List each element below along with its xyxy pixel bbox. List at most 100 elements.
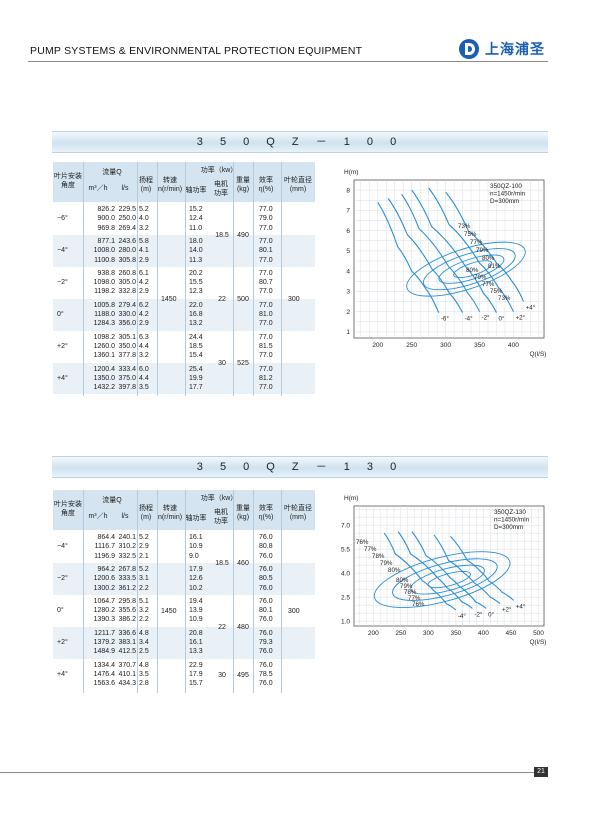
chart-svg: 200 250 300 350 400 450 500 1.0 2.5 4.0 5.5 7.0 H(m)… (341, 495, 547, 646)
efficiency-label: 73% (458, 223, 471, 230)
cell-flow-m3h: 864.4 (97, 534, 115, 541)
cell-efficiency: 76.0 (259, 565, 273, 573)
company-logo: 上海浦圣 (458, 38, 568, 60)
x-tick-label: 450 (506, 630, 517, 637)
chart-svg: 200 250 300 350 400 1 2 3 4 5 6 7 8 H(m) Q(l/S) 350QZ-1… (344, 169, 547, 358)
y-tick-label: 4.0 (341, 570, 350, 577)
cell-efficiency: 77.0 (259, 237, 273, 245)
cell-shaft-power: 12.6 (189, 575, 203, 583)
cell-flow-m3h: 1379.2 (93, 639, 115, 646)
cell-flow-m3h: 1008.0 (93, 247, 115, 255)
header-divider (28, 61, 548, 62)
cell-flow-m3h: 1098.0 (93, 279, 115, 287)
cell-shaft-power: 12.4 (189, 215, 203, 223)
cell-blade-angle: −2° (57, 279, 68, 287)
y-tick-label: 1 (346, 329, 350, 336)
header-motor-power: 电机功率 (214, 181, 228, 197)
performance-table-350qz130: 叶片安装角度 流量Q m³／h l/s 扬程(m) 转速n(r/min) 功率（kw） 轴功率… (53, 490, 315, 713)
cell-shaft-power: 17.9 (189, 670, 203, 678)
head-curve (387, 197, 464, 313)
efficiency-label: 77% (408, 595, 421, 602)
efficiency-label: 81% (488, 263, 501, 270)
cell-flow-m3h: 1260.0 (93, 342, 115, 350)
efficiency-label: 79% (474, 274, 487, 281)
cell-blade-angle: +2° (57, 639, 68, 646)
cell-shaft-power: 15.5 (189, 279, 203, 287)
efficiency-label: 76% (356, 539, 369, 546)
model-title-band-2: 3 5 0 Q Z － 1 3 0 (52, 456, 548, 478)
cell-motor-power: 22 (218, 623, 226, 631)
cell-head: 2.2 (139, 616, 149, 624)
header-flow: 流量Q (102, 497, 122, 504)
cell-weight: 525 (237, 359, 249, 367)
cell-flow-ls: 332.8 (118, 288, 136, 296)
table-column-line (281, 162, 282, 397)
table-group-shade (53, 562, 315, 595)
efficiency-label: 73% (498, 295, 511, 302)
logo-mark-icon (459, 39, 479, 59)
cell-speed: 1450 (161, 608, 177, 616)
efficiency-label: 79% (476, 247, 489, 254)
cell-shaft-power: 10.9 (189, 543, 203, 551)
cell-shaft-power: 16.1 (189, 534, 203, 541)
y-tick-label: 7 (346, 208, 350, 215)
cell-weight: 495 (237, 671, 249, 679)
cell-flow-m3h: 938.8 (97, 269, 115, 277)
efficiency-label: 77% (482, 281, 495, 288)
table-column-line (157, 490, 158, 693)
cell-head: 5.1 (139, 597, 149, 605)
cell-flow-m3h: 964.2 (97, 565, 115, 573)
efficiency-label: 80% (466, 267, 479, 274)
efficiency-label: 79% (380, 560, 393, 567)
efficiency-label: 75% (464, 231, 477, 238)
x-axis-label: Q(l/S) (530, 351, 547, 358)
cell-flow-ls: 356.0 (118, 320, 136, 328)
cell-flow-m3h: 1300.2 (93, 584, 115, 592)
cell-blade-angle: 0° (57, 311, 64, 318)
cell-blade-angle: −4° (57, 247, 68, 255)
cell-efficiency: 77.0 (259, 352, 273, 360)
cell-shaft-power: 24.4 (189, 333, 203, 341)
cell-efficiency: 80.5 (259, 575, 273, 583)
header-flow: 流量Q (102, 169, 122, 176)
cell-shaft-power: 14.0 (189, 247, 203, 255)
table-header-band (53, 162, 315, 202)
cell-head: 4.8 (139, 629, 149, 637)
cell-efficiency: 76.0 (259, 648, 273, 656)
cell-efficiency: 76.0 (259, 597, 273, 605)
cell-flow-ls: 350.0 (118, 342, 136, 350)
cell-shaft-power: 20.2 (189, 269, 203, 277)
cell-flow-ls: 310.2 (118, 543, 136, 551)
curve-angle-label: -4° (465, 316, 474, 323)
cell-head: 4.2 (139, 279, 149, 287)
efficiency-contour (392, 558, 498, 601)
cell-flow-m3h: 1200.4 (93, 365, 115, 373)
cell-efficiency: 77.0 (259, 256, 273, 264)
header-shaft-power: 轴功率 (185, 515, 207, 522)
chart-legend-text: D=300mm (494, 524, 523, 531)
cell-head: 5.2 (139, 206, 149, 213)
y-tick-label: 1.0 (341, 618, 350, 625)
cell-shaft-power: 19.9 (189, 374, 203, 382)
cell-efficiency: 77.0 (259, 224, 273, 232)
table-column-line (185, 162, 186, 397)
efficiency-label: 78% (372, 553, 385, 560)
head-curve (428, 187, 514, 312)
cell-head: 2.5 (139, 648, 149, 656)
curve-angle-label: 0° (499, 316, 505, 323)
cell-efficiency: 77.0 (259, 269, 273, 277)
cell-efficiency: 76.0 (259, 584, 273, 592)
efficiency-label: 77% (470, 239, 483, 246)
cell-flow-ls: 386.2 (118, 616, 136, 624)
x-tick-label: 200 (372, 342, 383, 349)
table-column-line (83, 162, 84, 397)
y-tick-label: 6 (346, 228, 350, 235)
y-tick-label: 5 (346, 248, 350, 255)
cell-flow-m3h: 1098.2 (93, 333, 115, 341)
cell-efficiency: 79.3 (259, 639, 273, 646)
cell-head: 6.0 (139, 365, 149, 373)
x-tick-label: 500 (533, 630, 544, 637)
cell-head: 6.2 (139, 301, 149, 309)
cell-efficiency: 80.1 (259, 607, 273, 615)
header-shaft-power: 轴功率 (185, 187, 207, 194)
